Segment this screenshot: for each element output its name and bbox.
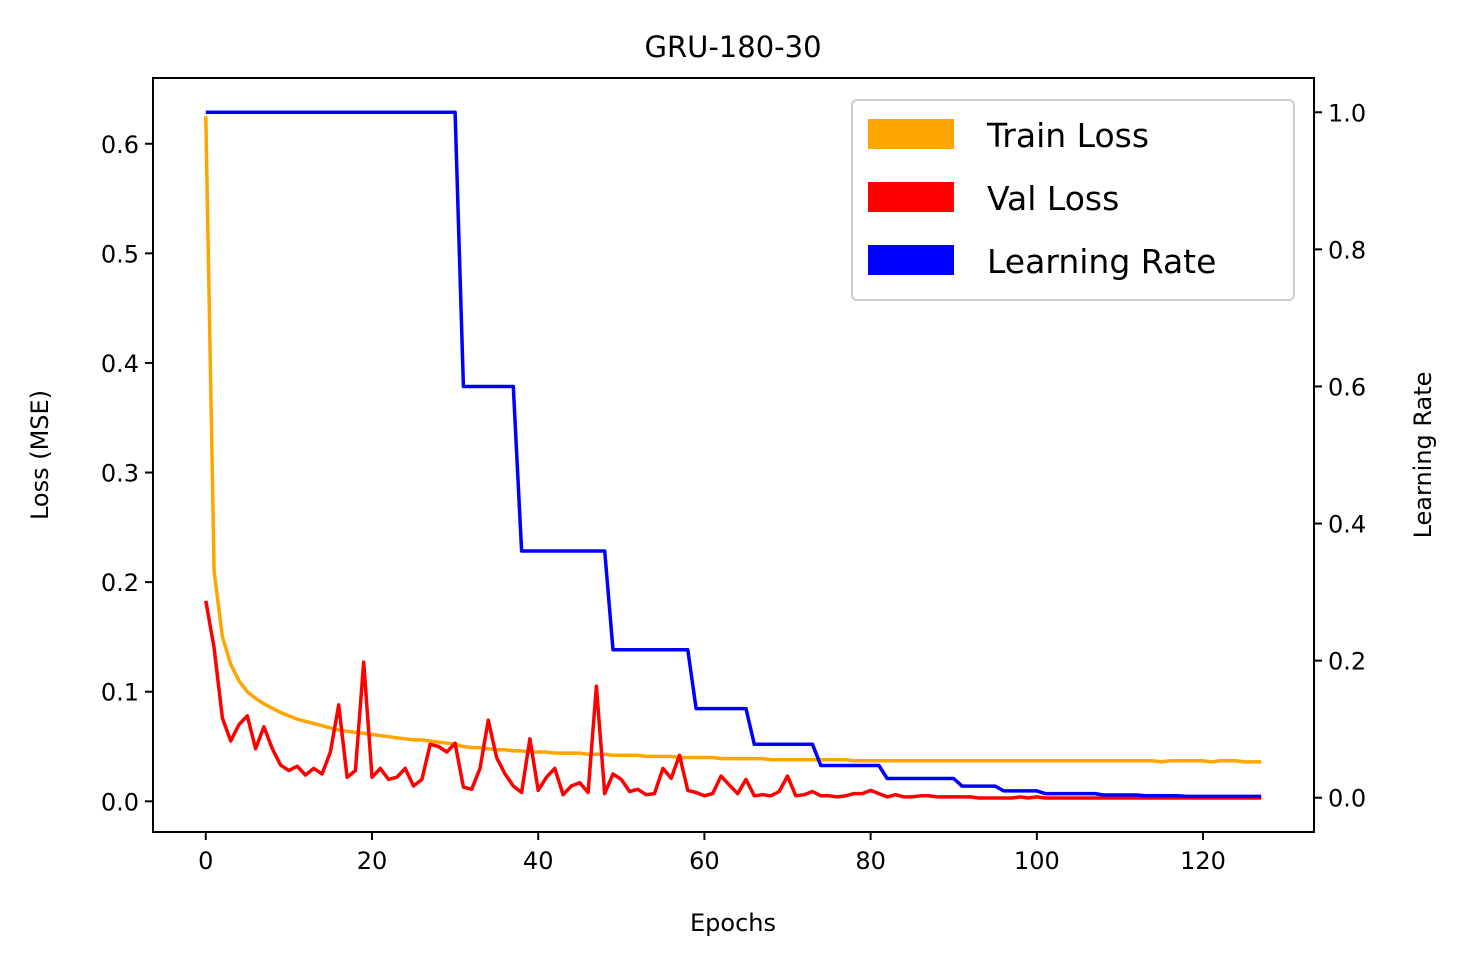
y-tick-label: 0.2 [101, 569, 139, 597]
y-tick-label: 0.4 [101, 350, 139, 378]
x-tick-label: 0 [198, 847, 213, 875]
x-tick-label: 100 [1014, 847, 1060, 875]
x-tick-label: 120 [1180, 847, 1226, 875]
series-line-train-loss [204, 116, 1262, 764]
legend-swatch-val-loss [868, 182, 954, 212]
legend-box [851, 99, 1295, 301]
plot-frame [152, 77, 1315, 833]
legend-swatch-learning-rate [868, 245, 954, 275]
x-tick-label: 40 [523, 847, 554, 875]
y2-tick-label: 1.0 [1328, 99, 1366, 127]
y2-tick-label: 0.6 [1328, 373, 1366, 401]
chart-title: GRU-180-30 [644, 30, 821, 64]
x-tick-label: 80 [855, 847, 886, 875]
y-tick-label: 0.5 [101, 240, 139, 268]
y-tick-label: 0.6 [101, 131, 139, 159]
y-tick-label: 0.3 [101, 460, 139, 488]
legend-label-learning-rate: Learning Rate [987, 242, 1216, 281]
y-tick-label: 0.1 [101, 679, 139, 707]
legend-label-train-loss: Train Loss [986, 116, 1149, 155]
y2-tick-label: 0.8 [1328, 236, 1366, 264]
legend-swatch-train-loss [868, 119, 954, 149]
legend-items: Train Loss Val Loss Learning Rate [868, 116, 1216, 281]
legend: Train Loss Val Loss Learning Rate [851, 99, 1295, 301]
legend-label-val-loss: Val Loss [987, 179, 1119, 218]
series-line-learning-rate [205, 110, 1262, 799]
y2-tick-label: 0.2 [1328, 648, 1366, 676]
series-layer [204, 110, 1262, 800]
y2-axis-ticks: 0.0 0.2 0.4 0.6 0.8 1.0 [1314, 99, 1366, 813]
x-axis-ticks: 0 20 40 60 80 100 120 [198, 832, 1226, 875]
x-tick-label: 20 [357, 847, 388, 875]
x-tick-label: 60 [689, 847, 720, 875]
y-axis-label: Loss (MSE) [26, 390, 54, 520]
x-axis-label: Epochs [690, 909, 776, 937]
y2-tick-label: 0.4 [1328, 511, 1366, 539]
y2-axis-label: Learning Rate [1409, 372, 1437, 539]
series-line-val-loss [204, 600, 1262, 800]
y-tick-label: 0.0 [101, 788, 139, 816]
y-axis-ticks: 0.0 0.1 0.2 0.3 0.4 0.5 0.6 [101, 131, 153, 816]
y2-tick-label: 0.0 [1328, 785, 1366, 813]
